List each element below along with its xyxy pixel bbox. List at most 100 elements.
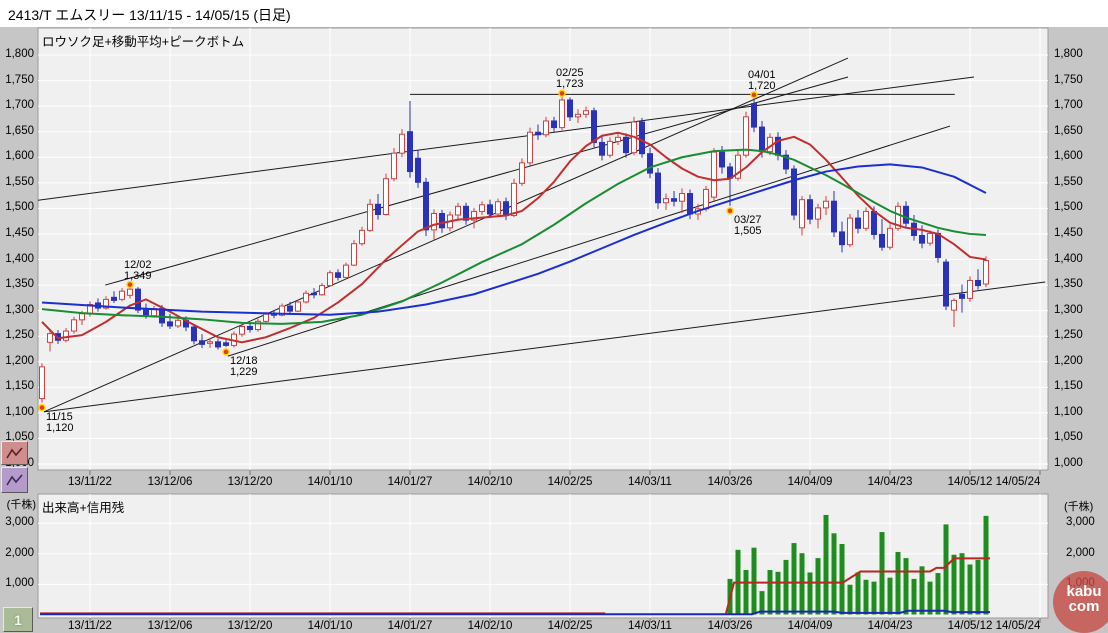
volume-bar	[839, 544, 845, 615]
price-axis-label-right: 1,750	[1054, 73, 1083, 86]
price-axis-label-left: 1,300	[5, 303, 34, 316]
annotation-03-27: 03/27 1,505	[734, 213, 762, 237]
candle-down	[655, 172, 661, 204]
candle-up	[327, 272, 333, 287]
date-axis-label-bottom: 14/02/10	[467, 620, 513, 632]
candle-up	[559, 99, 565, 129]
volume-bar	[791, 543, 797, 615]
date-axis-label: 14/02/25	[547, 476, 593, 488]
price-axis-label-left: 1,250	[5, 329, 34, 342]
candle-down	[375, 203, 381, 216]
candle-down	[935, 232, 941, 258]
candle-up	[71, 319, 77, 332]
volume-bar	[959, 553, 965, 615]
chart-style-purple-button[interactable]	[1, 467, 28, 493]
date-axis-label-bottom: 14/03/11	[628, 620, 672, 632]
candle-down	[439, 212, 445, 229]
candle-down	[143, 309, 149, 317]
chart-style-pink-button[interactable]	[1, 441, 28, 465]
candle-up	[815, 207, 821, 220]
candle-up	[79, 313, 85, 321]
candle-up	[607, 140, 613, 156]
candle-up	[527, 131, 533, 164]
date-axis-label-bottom: 13/12/20	[227, 620, 273, 632]
candle-up	[951, 299, 957, 311]
candle-up	[343, 264, 349, 278]
candle-up	[279, 305, 285, 316]
candle-up	[399, 133, 405, 154]
candle-up	[47, 333, 53, 343]
candle-up	[239, 325, 245, 335]
price-axis-label-right: 1,700	[1054, 99, 1083, 112]
volume-bar	[743, 570, 749, 615]
date-axis-label: 13/11/22	[68, 476, 112, 488]
candle-up	[295, 301, 301, 312]
candle-up	[63, 330, 69, 341]
candle-down	[839, 231, 845, 246]
candle-down	[623, 136, 629, 154]
annotation-02-25: 02/25 1,723	[556, 67, 584, 91]
price-axis-label-right: 1,650	[1054, 124, 1083, 137]
date-axis-label: 14/03/26	[707, 476, 753, 488]
price-axis-label-right: 1,600	[1054, 150, 1083, 163]
ma-fast-line	[41, 131, 987, 344]
candle-down	[423, 181, 429, 231]
peak-bottom-marker	[222, 348, 230, 356]
candle-down	[831, 200, 837, 233]
price-axis-label-left: 1,650	[5, 124, 34, 137]
price-axis-label-left: 1,350	[5, 278, 34, 291]
candle-up	[575, 113, 581, 118]
candle-up	[679, 193, 685, 202]
volume-bar	[975, 559, 981, 615]
candle-up	[847, 217, 853, 246]
volume-axis-label-left: 3,000	[5, 516, 34, 529]
candle-up	[263, 313, 269, 322]
candle-down	[167, 321, 173, 327]
candle-down	[959, 293, 965, 299]
candle-up	[495, 201, 501, 215]
peak-bottom-marker	[558, 89, 566, 98]
volume-panel-label: 出来高+信用残	[42, 501, 125, 515]
candle-down	[111, 296, 117, 301]
candle-up	[511, 182, 517, 217]
candle-down	[591, 110, 597, 143]
date-axis-label: 13/12/06	[147, 476, 193, 488]
date-axis-label-bottom: 14/04/09	[787, 620, 833, 632]
price-axis-label-right: 1,350	[1054, 278, 1083, 291]
candle-up	[703, 188, 709, 210]
volume-axis-label-left: 2,000	[5, 546, 34, 559]
candle-up	[583, 110, 589, 115]
date-axis-label-bottom: 14/04/23	[867, 620, 913, 632]
date-axis-label-bottom: 14/01/10	[307, 620, 353, 632]
date-axis-label: 14/05/24	[995, 476, 1041, 488]
candle-down	[855, 217, 861, 229]
price-axis-label-left: 1,050	[5, 431, 34, 444]
margin-sell-line	[40, 609, 990, 616]
candle-up	[927, 232, 933, 244]
volume-bar	[775, 571, 781, 615]
price-axis-label-left: 1,800	[5, 48, 34, 60]
candle-up	[615, 136, 621, 142]
volume-bar	[935, 573, 941, 615]
trendline	[43, 281, 1046, 413]
candle-up	[711, 151, 717, 198]
candle-up	[431, 212, 437, 231]
annotation-04-01: 04/01 1,720	[748, 68, 776, 92]
volume-bar	[807, 572, 813, 615]
volume-axis-label-right: 2,000	[1066, 546, 1095, 559]
ma-slow-line	[41, 163, 987, 316]
candle-down	[247, 325, 253, 331]
page-1-button[interactable]: 1	[3, 607, 33, 632]
candle-up	[391, 152, 397, 180]
price-axis-label-left: 1,450	[5, 226, 34, 239]
candle-up	[319, 285, 325, 296]
candle-up	[543, 120, 549, 136]
price-axis-label-right: 1,000	[1054, 457, 1083, 469]
candle-up	[39, 366, 45, 400]
volume-bar	[831, 533, 837, 615]
candle-up	[103, 298, 109, 309]
candle-down	[943, 261, 949, 307]
watermark-line1: kabu	[1066, 583, 1102, 600]
peak-bottom-marker	[726, 207, 734, 215]
